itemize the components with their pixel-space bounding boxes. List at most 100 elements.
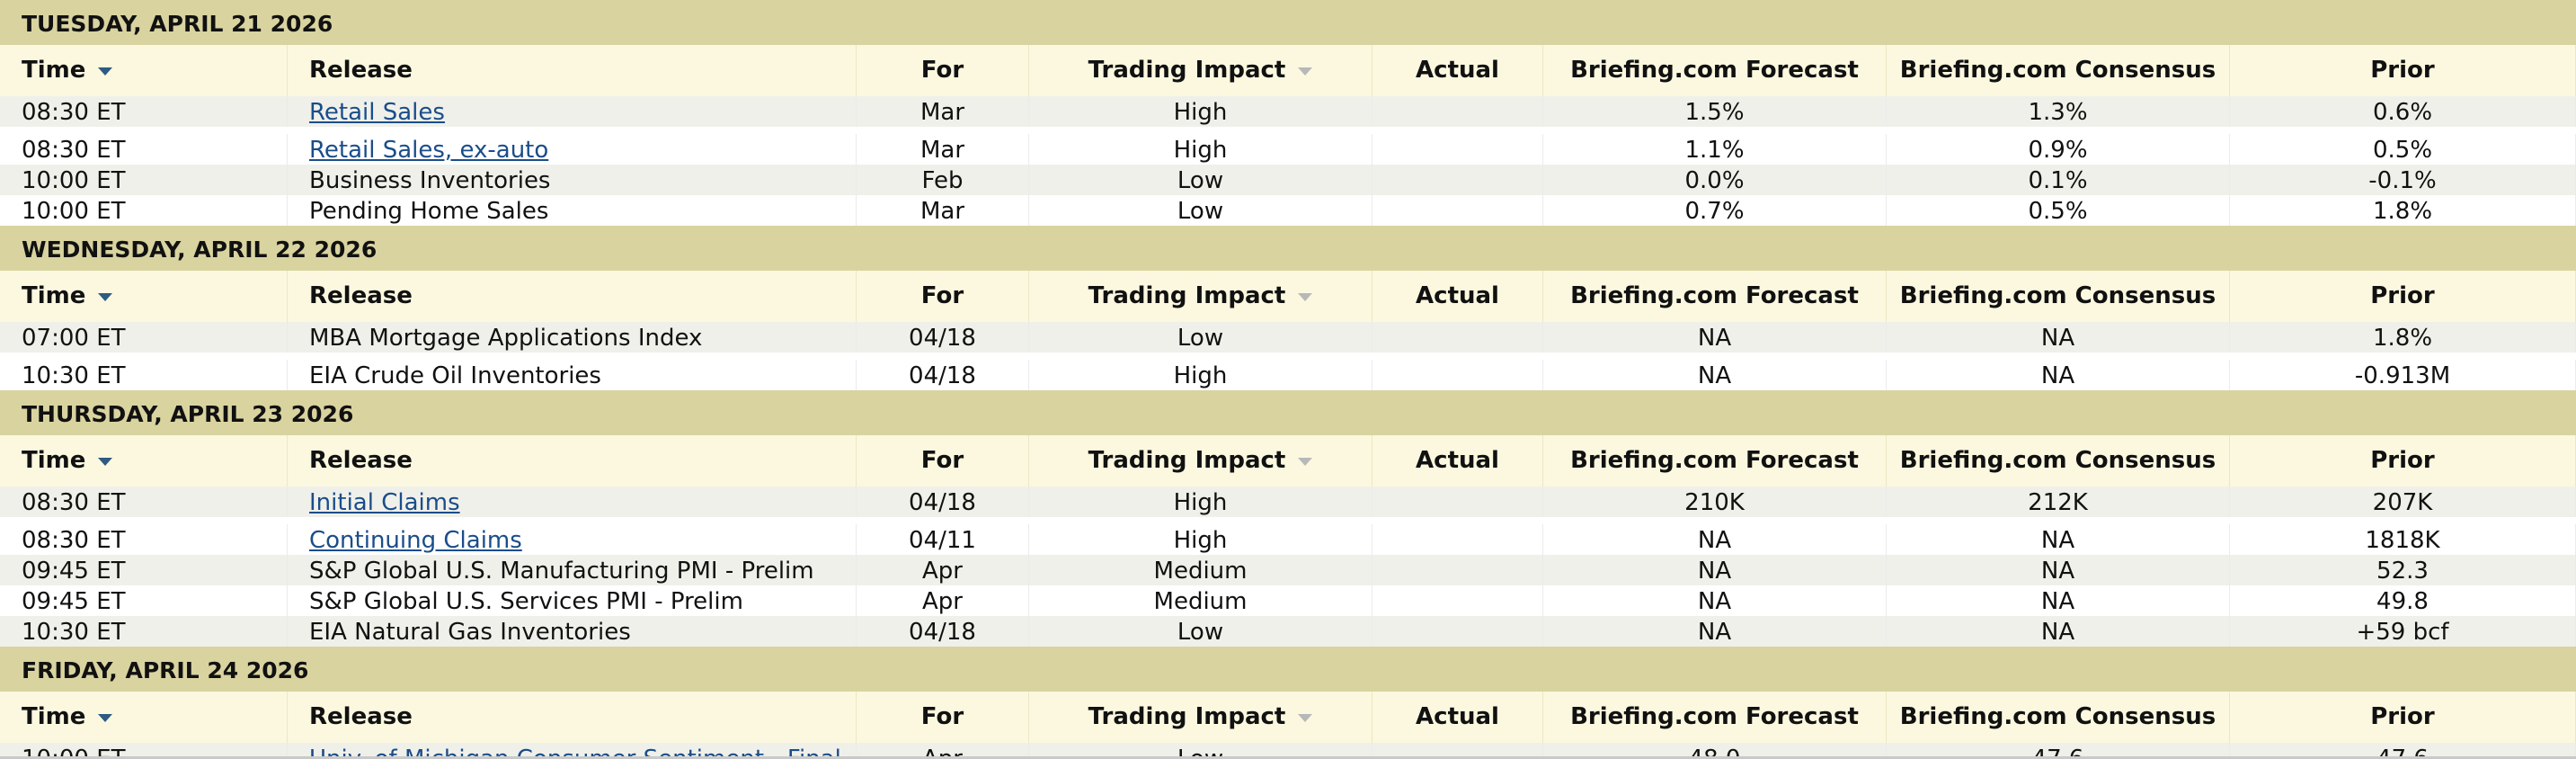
- release-link[interactable]: Retail Sales, ex-auto: [309, 137, 549, 164]
- cell-release: Pending Home Sales: [288, 195, 857, 226]
- cell-impact: Low: [1029, 322, 1372, 353]
- cell-for: Apr: [857, 743, 1029, 756]
- cell-prior: 47.6: [2230, 743, 2576, 756]
- cell-text: 0.6%: [2372, 99, 2433, 126]
- column-header-time[interactable]: Time: [0, 271, 288, 322]
- column-header-impact[interactable]: Trading Impact: [1029, 435, 1372, 487]
- cell-text: Low: [1177, 619, 1224, 646]
- column-header-label: Release: [309, 57, 413, 84]
- release-link[interactable]: Univ. of Michigan Consumer Sentiment - F…: [309, 746, 841, 759]
- column-header-for: For: [857, 271, 1029, 322]
- cell-text: 07:00 ET: [22, 325, 126, 352]
- column-header-actual: Actual: [1372, 45, 1543, 96]
- cell-forecast: NA: [1543, 616, 1887, 647]
- cell-for: Apr: [857, 585, 1029, 616]
- cell-prior: 52.3: [2230, 555, 2576, 585]
- cell-text: Low: [1177, 746, 1224, 759]
- sort-caret-down-icon[interactable]: [1298, 67, 1313, 76]
- cell-text: 212K: [2028, 489, 2088, 516]
- column-header-label: Briefing.com Forecast: [1570, 447, 1859, 474]
- cell-time: 10:00 ET: [0, 743, 288, 756]
- cell-actual: [1372, 195, 1543, 226]
- sort-caret-down-icon[interactable]: [98, 67, 113, 76]
- sort-caret-down-icon[interactable]: [98, 714, 113, 722]
- column-header-prior: Prior: [2230, 271, 2576, 322]
- table-row: 08:30 ET Retail Sales Mar High 1.5% 1.3% 0.6%: [0, 96, 2576, 127]
- cell-text: NA: [2040, 619, 2075, 646]
- cell-text: MBA Mortgage Applications Index: [309, 325, 703, 352]
- release-link[interactable]: Retail Sales: [309, 99, 445, 126]
- column-header-time[interactable]: Time: [0, 435, 288, 487]
- cell-actual: [1372, 322, 1543, 353]
- cell-consensus: NA: [1887, 616, 2230, 647]
- sort-caret-down-icon[interactable]: [1298, 714, 1313, 722]
- cell-impact: Medium: [1029, 585, 1372, 616]
- column-header-impact[interactable]: Trading Impact: [1029, 692, 1372, 743]
- column-header-consensus: Briefing.com Consensus: [1887, 435, 2230, 487]
- cell-text: 04/18: [909, 362, 976, 389]
- cell-text: Feb: [921, 167, 964, 194]
- column-header-time[interactable]: Time: [0, 45, 288, 96]
- column-header-label: Time: [22, 447, 86, 474]
- release-link[interactable]: Initial Claims: [309, 489, 460, 516]
- table-row: 10:00 ET Business Inventories Feb Low 0.0% 0.…: [0, 165, 2576, 195]
- cell-actual: [1372, 487, 1543, 517]
- cell-time: 10:00 ET: [0, 165, 288, 195]
- table-row: 10:00 ET Pending Home Sales Mar Low 0.7% 0.5%…: [0, 195, 2576, 226]
- column-header-label: Release: [309, 447, 413, 474]
- release-link[interactable]: Continuing Claims: [309, 527, 522, 554]
- cell-text: 10:30 ET: [22, 362, 126, 389]
- cell-text: Mar: [919, 198, 965, 225]
- cell-for: Mar: [857, 134, 1029, 165]
- cell-text: Mar: [919, 99, 965, 126]
- column-header-label: Release: [309, 703, 413, 730]
- cell-text: NA: [1697, 362, 1732, 389]
- column-header-actual: Actual: [1372, 271, 1543, 322]
- day-header: TUESDAY, APRIL 21 2026: [0, 0, 2576, 45]
- column-header-actual: Actual: [1372, 692, 1543, 743]
- column-header-time[interactable]: Time: [0, 692, 288, 743]
- column-header-for: For: [857, 45, 1029, 96]
- sort-caret-down-icon[interactable]: [98, 458, 113, 466]
- cell-forecast: 0.7%: [1543, 195, 1887, 226]
- cell-forecast: 48.0: [1543, 743, 1887, 759]
- cell-text: 48.0: [1688, 746, 1741, 759]
- column-header-label: Briefing.com Forecast: [1570, 57, 1859, 84]
- cell-text: 04/18: [909, 489, 976, 516]
- cell-time: 10:30 ET: [0, 616, 288, 647]
- column-header-impact[interactable]: Trading Impact: [1029, 271, 1372, 322]
- cell-prior: 1.8%: [2230, 322, 2576, 353]
- cell-text: Business Inventories: [309, 167, 551, 194]
- column-header-label: Time: [22, 57, 86, 84]
- cell-text: 207K: [2372, 489, 2433, 516]
- column-header-label: Briefing.com Consensus: [1899, 282, 2216, 309]
- cell-text: High: [1173, 527, 1228, 554]
- cell-text: 0.5%: [2028, 198, 2088, 225]
- cell-impact: Medium: [1029, 555, 1372, 585]
- cell-text: 04/18: [909, 325, 976, 352]
- cell-impact: Low: [1029, 195, 1372, 226]
- table-row: 10:30 ET EIA Crude Oil Inventories 04/18 Hi…: [0, 360, 2576, 390]
- cell-text: 0.0%: [1684, 167, 1745, 194]
- cell-time: 10:30 ET: [0, 360, 288, 390]
- column-header-impact[interactable]: Trading Impact: [1029, 45, 1372, 96]
- cell-forecast: NA: [1543, 585, 1887, 616]
- column-header-prior: Prior: [2230, 692, 2576, 743]
- cell-forecast: 1.5%: [1543, 96, 1887, 127]
- cell-consensus: 212K: [1887, 487, 2230, 517]
- day-header: THURSDAY, APRIL 23 2026: [0, 390, 2576, 435]
- sort-caret-down-icon[interactable]: [1298, 458, 1313, 466]
- sort-caret-down-icon[interactable]: [98, 293, 113, 301]
- column-header-row: Time Release For Trading Impact Actual Briefi…: [0, 271, 2576, 322]
- cell-prior: +59 bcf: [2230, 616, 2576, 647]
- cell-text: NA: [1697, 558, 1732, 585]
- table-row: 08:30 ET Continuing Claims 04/11 High NA NA 18…: [0, 524, 2576, 555]
- sort-caret-down-icon[interactable]: [1298, 293, 1313, 301]
- cell-time: 10:00 ET: [0, 195, 288, 226]
- column-header-label: Time: [22, 282, 86, 309]
- cell-actual: [1372, 360, 1543, 390]
- cell-impact: Low: [1029, 743, 1372, 759]
- cell-text: Low: [1177, 325, 1224, 352]
- column-header-label: Briefing.com Consensus: [1899, 447, 2216, 474]
- cell-consensus: NA: [1887, 360, 2230, 390]
